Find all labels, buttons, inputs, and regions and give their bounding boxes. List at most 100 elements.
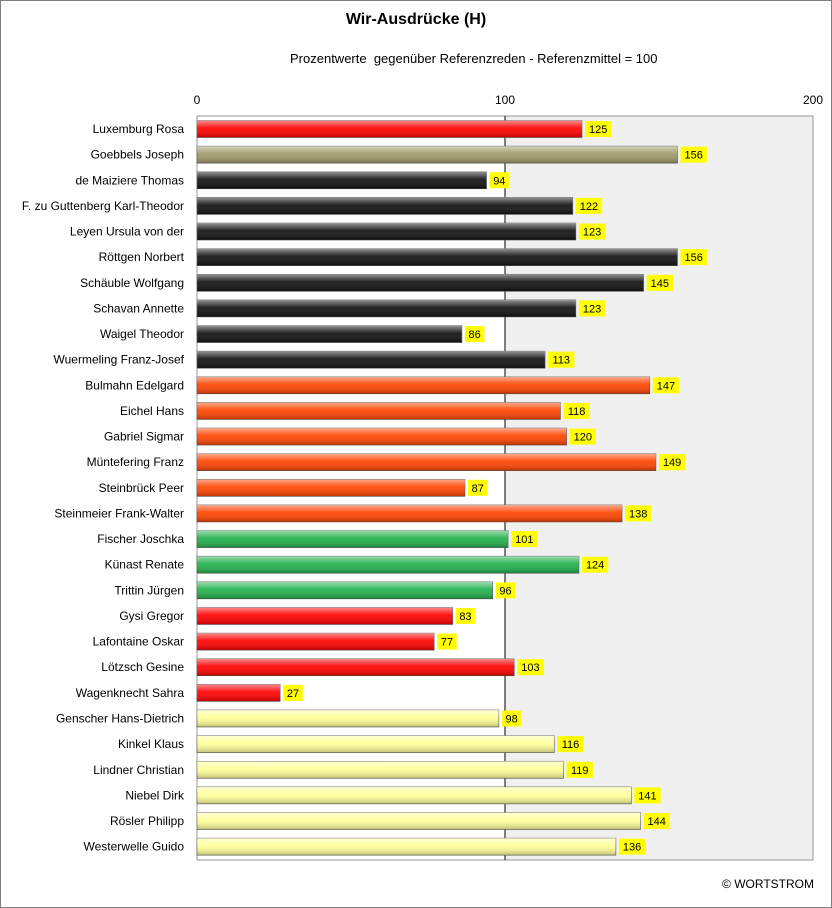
data-label-bg xyxy=(618,838,646,855)
category-label: Niebel Dirk xyxy=(125,788,185,802)
data-label-bg xyxy=(566,761,593,778)
data-label: 122 xyxy=(580,201,598,213)
category-label: Westerwelle Guido xyxy=(84,840,185,854)
data-label-bg xyxy=(437,633,457,650)
bar-gloss xyxy=(197,120,582,138)
category-label: Schavan Annette xyxy=(93,301,184,315)
data-label: 123 xyxy=(583,227,601,239)
category-label: Genscher Hans-Dietrich xyxy=(56,711,184,725)
bar-gloss xyxy=(197,633,435,651)
data-label: 138 xyxy=(629,508,647,520)
bar-gloss xyxy=(197,709,499,727)
data-label: 149 xyxy=(663,457,681,469)
bar-gloss xyxy=(197,299,576,317)
bar-gloss xyxy=(197,146,678,164)
data-label-bg xyxy=(581,556,609,573)
category-label: F. zu Guttenberg Karl-Theodor xyxy=(22,199,184,213)
category-label: Schäuble Wolfgang xyxy=(80,276,184,290)
bar-gloss xyxy=(197,761,564,779)
category-label: Rösler Philipp xyxy=(110,814,184,828)
bar-gloss xyxy=(197,376,650,394)
category-label: Bulmahn Edelgard xyxy=(85,378,184,392)
bar-gloss xyxy=(197,530,509,548)
category-label: Kinkel Klaus xyxy=(118,737,184,751)
bar-gloss xyxy=(197,197,573,215)
data-label: 145 xyxy=(651,278,669,290)
data-label-bg xyxy=(464,326,485,343)
data-label: 118 xyxy=(568,406,586,418)
data-label-bg xyxy=(283,684,303,701)
data-label: 147 xyxy=(657,380,675,392)
bar-gloss xyxy=(197,351,546,369)
bar-gloss xyxy=(197,453,656,471)
bar-gloss xyxy=(197,581,493,599)
data-label-bg xyxy=(467,479,488,496)
data-label-bg xyxy=(557,736,584,753)
bar-gloss xyxy=(197,786,632,804)
category-label: Künast Renate xyxy=(105,558,185,572)
data-label: 120 xyxy=(574,432,592,444)
category-label: Eichel Hans xyxy=(120,404,184,418)
data-label: 27 xyxy=(287,688,299,700)
bar-gloss xyxy=(197,838,616,856)
data-label-bg xyxy=(578,300,606,317)
data-label: 86 xyxy=(469,329,481,341)
bar-gloss xyxy=(197,684,281,702)
data-label: 119 xyxy=(571,765,589,777)
category-label: Lindner Christian xyxy=(93,763,184,777)
data-label: 116 xyxy=(562,739,580,751)
category-label: Lafontaine Oskar xyxy=(93,635,184,649)
data-label-bg xyxy=(563,402,590,419)
data-label-bg xyxy=(548,351,575,368)
bar-gloss xyxy=(197,428,567,446)
bar-gloss xyxy=(197,504,623,522)
data-label-bg xyxy=(634,787,661,804)
data-label-bg xyxy=(569,428,596,445)
bar-gloss xyxy=(197,607,453,625)
category-label: Steinmeier Frank-Walter xyxy=(54,506,184,520)
category-label: Gysi Gregor xyxy=(119,609,184,623)
bar-gloss xyxy=(197,735,555,753)
category-label: Luxemburg Rosa xyxy=(93,122,185,136)
bar-gloss xyxy=(197,479,465,497)
data-label: 113 xyxy=(552,355,570,367)
data-label-bg xyxy=(625,505,652,522)
data-label-bg xyxy=(652,377,680,394)
data-label: 94 xyxy=(493,175,505,187)
category-label: de Maiziere Thomas xyxy=(76,173,185,187)
copyright-text: © WORTSTROM xyxy=(722,877,814,891)
category-label: Fischer Joschka xyxy=(97,532,184,546)
data-label-bg xyxy=(517,659,544,676)
data-label-bg xyxy=(680,146,707,163)
data-label-bg xyxy=(643,813,670,830)
data-label: 156 xyxy=(685,150,703,162)
category-label: Gabriel Sigmar xyxy=(104,430,184,444)
category-label: Leyen Ursula von der xyxy=(70,225,184,239)
category-label: Wagenknecht Sahra xyxy=(76,686,185,700)
category-label: Trittin Jürgen xyxy=(114,583,184,597)
data-label-bg xyxy=(489,172,510,189)
data-label-bg xyxy=(455,607,476,624)
category-label: Wuermeling Franz-Josef xyxy=(54,353,185,367)
category-label: Lötzsch Gesine xyxy=(101,660,184,674)
data-label-bg xyxy=(501,710,522,727)
data-label: 124 xyxy=(586,560,604,572)
data-label: 96 xyxy=(499,585,511,597)
data-label-bg xyxy=(575,197,603,214)
x-tick-label: 0 xyxy=(194,93,201,107)
data-label: 103 xyxy=(521,662,539,674)
bar-gloss xyxy=(197,223,576,241)
data-label: 98 xyxy=(506,713,518,725)
data-label-bg xyxy=(658,454,686,471)
data-label-bg xyxy=(578,223,606,240)
data-label: 136 xyxy=(623,842,641,854)
data-label: 77 xyxy=(441,637,453,649)
bar-gloss xyxy=(197,171,487,189)
bar-gloss xyxy=(197,325,462,343)
data-label: 144 xyxy=(648,816,666,828)
category-label: Müntefering Franz xyxy=(87,455,184,469)
data-label-bg xyxy=(680,249,707,266)
data-label: 125 xyxy=(589,124,607,136)
category-label: Röttgen Norbert xyxy=(99,250,185,264)
